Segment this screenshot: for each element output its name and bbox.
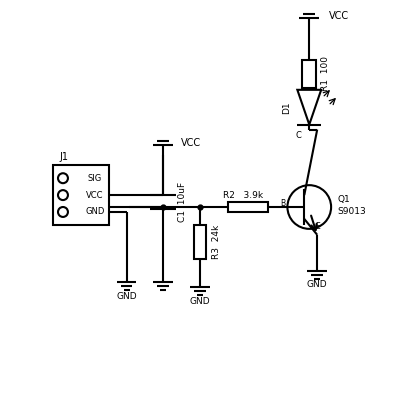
Text: D1: D1 bbox=[282, 101, 291, 113]
Text: VCC: VCC bbox=[86, 191, 104, 200]
Text: VCC: VCC bbox=[329, 11, 349, 21]
Text: GND: GND bbox=[190, 297, 210, 306]
Text: S9013: S9013 bbox=[337, 208, 366, 216]
Text: J1: J1 bbox=[59, 152, 68, 162]
Text: B: B bbox=[280, 198, 286, 208]
FancyBboxPatch shape bbox=[228, 202, 268, 212]
Text: Q1: Q1 bbox=[337, 195, 350, 203]
Text: C: C bbox=[295, 131, 301, 140]
Text: GND: GND bbox=[307, 280, 328, 289]
Text: R3  24k: R3 24k bbox=[212, 225, 221, 259]
FancyBboxPatch shape bbox=[53, 165, 109, 225]
Text: VCC: VCC bbox=[181, 138, 201, 148]
Text: R1  100: R1 100 bbox=[321, 56, 330, 91]
Text: GND: GND bbox=[85, 208, 104, 216]
Text: E: E bbox=[315, 222, 320, 231]
Text: SIG: SIG bbox=[87, 174, 102, 183]
FancyBboxPatch shape bbox=[194, 225, 206, 259]
Text: R2   3.9k: R2 3.9k bbox=[223, 191, 263, 200]
Text: C1  10uF: C1 10uF bbox=[178, 182, 187, 222]
FancyBboxPatch shape bbox=[302, 60, 316, 88]
Text: GND: GND bbox=[116, 292, 137, 301]
